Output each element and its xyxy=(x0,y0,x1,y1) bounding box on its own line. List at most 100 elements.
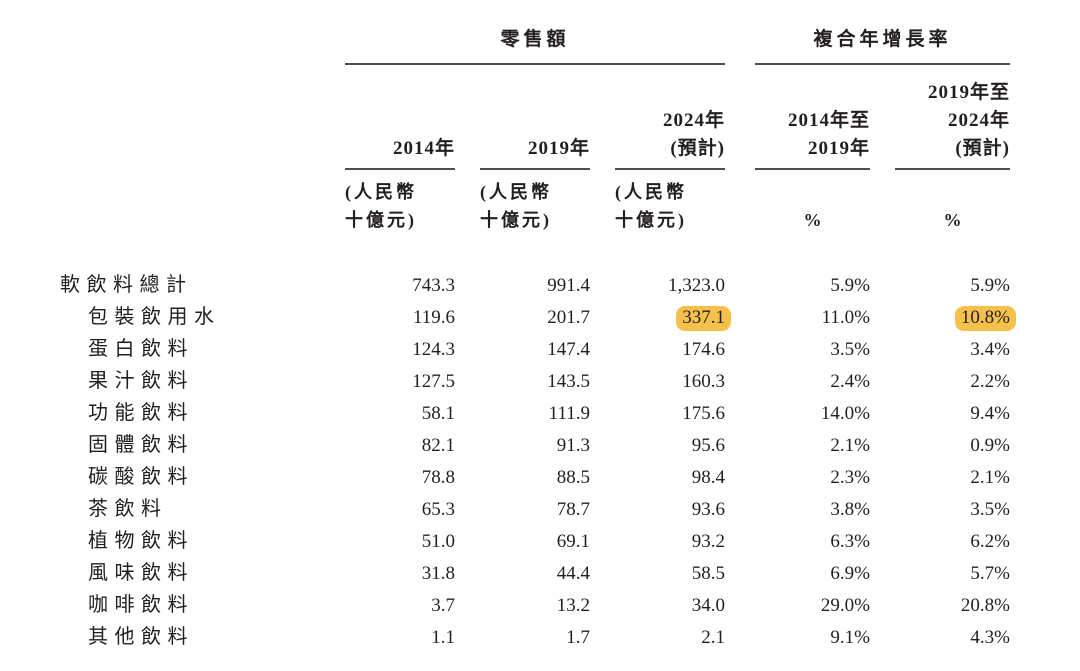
col-header-2019: 2019年 xyxy=(480,121,590,170)
cell-value: 58.1 xyxy=(421,403,455,424)
table-row: 果汁飲料 127.5 143.5 160.3 2.4% 2.2% xyxy=(60,364,1080,396)
year-line: (預計) xyxy=(670,138,725,159)
cell-value: 991.4 xyxy=(547,275,590,296)
cell-2019: 13.2 xyxy=(480,595,590,617)
cell-2024-estimate: 1,323.0 xyxy=(615,275,725,297)
year-line: 2024年 xyxy=(662,110,725,131)
cell-value: 2.2% xyxy=(970,371,1010,392)
cell-2019: 44.4 xyxy=(480,563,590,585)
cell-value: 13.2 xyxy=(556,595,590,616)
group-header-retail-sales: 零售額 xyxy=(345,24,725,65)
cell-value: 9.4% xyxy=(970,403,1010,424)
group-header-cagr: 複合年增長率 xyxy=(755,24,1010,65)
row-label: 固體飲料 xyxy=(88,434,194,456)
cell-2024-estimate: 93.2 xyxy=(615,531,725,553)
cell-cagr-2014-2019: 3.5% xyxy=(755,339,870,361)
unit-line: 十億元) xyxy=(615,210,687,230)
cell-value: 5.9% xyxy=(830,275,870,296)
year-line: 2019年至 xyxy=(927,82,1010,103)
year-line: 2024年 xyxy=(947,110,1010,131)
cell-2019: 88.5 xyxy=(480,467,590,489)
cell-cagr-2019-2024-estimate: 20.8% xyxy=(895,595,1010,617)
table-row: 其他飲料 1.1 1.7 2.1 9.1% 4.3% xyxy=(60,620,1080,652)
cell-2024-estimate: 98.4 xyxy=(615,467,725,489)
unit-rmb-billion: (人民幣 十億元) xyxy=(480,170,590,234)
cell-2019: 78.7 xyxy=(480,499,590,521)
col-header-cagr-2019-2024-estimate: 2019年至 2024年 (預計) xyxy=(895,65,1010,170)
cell-2014: 82.1 xyxy=(345,435,455,457)
table-row: 包裝飲用水 119.6 201.7 337.1 11.0% 10.8% xyxy=(60,300,1080,332)
cell-cagr-2014-2019: 11.0% xyxy=(755,307,870,329)
cell-value: 11.0% xyxy=(821,307,870,328)
cell-cagr-2014-2019: 6.3% xyxy=(755,531,870,553)
row-label: 碳酸飲料 xyxy=(88,466,194,488)
cell-cagr-2014-2019: 2.3% xyxy=(755,467,870,489)
unit-line: (人民幣 xyxy=(480,182,552,202)
col-header-2014: 2014年 xyxy=(345,121,455,170)
cell-2014: 743.3 xyxy=(345,275,455,297)
col-header-cagr-2014-2019: 2014年至 2019年 xyxy=(755,93,870,170)
cell-2024-estimate: 174.6 xyxy=(615,339,725,361)
year-header-row: 2014年 2019年 2024年 (預計) 2014年至 2019年 2019… xyxy=(60,65,1080,170)
cell-value: 29.0% xyxy=(820,595,870,616)
table-row: 茶飲料 65.3 78.7 93.6 3.8% 3.5% xyxy=(60,492,1080,524)
cell-cagr-2014-2019: 2.1% xyxy=(755,435,870,457)
cell-cagr-2014-2019: 3.8% xyxy=(755,499,870,521)
cell-2014: 65.3 xyxy=(345,499,455,521)
cell-value: 20.8% xyxy=(960,595,1010,616)
cell-value: 0.9% xyxy=(970,435,1010,456)
cell-value: 10.8% xyxy=(954,306,1016,331)
row-label: 風味飲料 xyxy=(88,562,194,584)
cell-value: 127.5 xyxy=(412,371,455,392)
cell-2014: 1.1 xyxy=(345,627,455,649)
cell-value: 31.8 xyxy=(421,563,455,584)
table-row: 碳酸飲料 78.8 88.5 98.4 2.3% 2.1% xyxy=(60,460,1080,492)
cell-value: 93.6 xyxy=(691,499,725,520)
table-body: 軟飲料總計 743.3 991.4 1,323.0 5.9% 5.9% 包裝飲用… xyxy=(60,268,1080,652)
cell-value: 175.6 xyxy=(682,403,725,424)
cell-cagr-2014-2019: 2.4% xyxy=(755,371,870,393)
cell-value: 6.3% xyxy=(830,531,870,552)
cell-value: 82.1 xyxy=(421,435,455,456)
row-label: 咖啡飲料 xyxy=(88,594,194,616)
cell-2024-estimate: 34.0 xyxy=(615,595,725,617)
cell-cagr-2019-2024-estimate: 5.7% xyxy=(895,563,1010,585)
cell-value: 78.8 xyxy=(421,467,455,488)
row-label: 果汁飲料 xyxy=(88,370,194,392)
cell-value: 2.1% xyxy=(830,435,870,456)
cell-cagr-2014-2019: 6.9% xyxy=(755,563,870,585)
table-row: 風味飲料 31.8 44.4 58.5 6.9% 5.7% xyxy=(60,556,1080,588)
year-line: (預計) xyxy=(955,138,1010,159)
cell-value: 119.6 xyxy=(412,307,455,328)
row-label: 軟飲料總計 xyxy=(60,274,193,296)
cell-2014: 127.5 xyxy=(345,371,455,393)
unit-line: (人民幣 xyxy=(345,182,417,202)
cell-2024-estimate: 93.6 xyxy=(615,499,725,521)
unit-line: 十億元) xyxy=(480,210,552,230)
unit-line: % xyxy=(943,210,962,230)
cell-value: 78.7 xyxy=(556,499,590,520)
cell-value: 98.4 xyxy=(691,467,725,488)
cell-value: 14.0% xyxy=(820,403,870,424)
cell-value: 124.3 xyxy=(412,339,455,360)
cell-cagr-2019-2024-estimate: 9.4% xyxy=(895,403,1010,425)
cell-value: 58.5 xyxy=(691,563,725,584)
cell-value: 9.1% xyxy=(830,627,870,648)
cell-2024-estimate: 160.3 xyxy=(615,371,725,393)
col-header-2024-estimate: 2024年 (預計) xyxy=(615,93,725,170)
unit-line: 十億元) xyxy=(345,210,417,230)
cell-value: 4.3% xyxy=(970,627,1010,648)
cell-value: 65.3 xyxy=(421,499,455,520)
cell-2019: 1.7 xyxy=(480,627,590,649)
cell-2014: 3.7 xyxy=(345,595,455,617)
cell-2019: 147.4 xyxy=(480,339,590,361)
year-line: 2019年 xyxy=(807,138,870,159)
cell-cagr-2019-2024-estimate: 5.9% xyxy=(895,275,1010,297)
cell-cagr-2019-2024-estimate: 2.1% xyxy=(895,467,1010,489)
table-row: 功能飲料 58.1 111.9 175.6 14.0% 9.4% xyxy=(60,396,1080,428)
table-row: 蛋白飲料 124.3 147.4 174.6 3.5% 3.4% xyxy=(60,332,1080,364)
cell-2024-estimate: 95.6 xyxy=(615,435,725,457)
cell-cagr-2014-2019: 14.0% xyxy=(755,403,870,425)
cell-value: 2.1 xyxy=(701,627,725,648)
cell-2019: 91.3 xyxy=(480,435,590,457)
